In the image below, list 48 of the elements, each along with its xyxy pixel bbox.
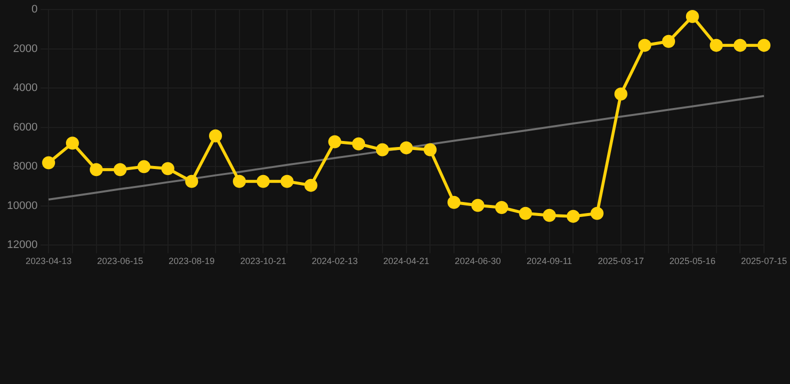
point	[66, 136, 79, 150]
y-tick-label: 10000	[6, 200, 38, 212]
x-tick-label: 2024-06-30	[454, 256, 501, 266]
point	[114, 163, 127, 176]
point	[590, 206, 604, 220]
x-tick-label: 2025-03-17	[598, 256, 644, 266]
point	[519, 206, 532, 220]
x-tick-label: 2025-07-15	[740, 256, 788, 266]
point	[400, 141, 413, 154]
y-tick-label: 0	[31, 4, 38, 16]
point	[161, 162, 174, 176]
point	[90, 163, 103, 176]
x-tick-label: 2023-04-13	[26, 256, 72, 266]
point	[424, 143, 437, 156]
point	[566, 210, 580, 223]
point	[447, 196, 460, 209]
point	[185, 174, 198, 188]
point	[471, 198, 484, 212]
point	[614, 88, 628, 101]
y-tick-label: 12000	[6, 239, 38, 252]
x-tick-label: 2023-10-21	[240, 256, 286, 266]
x-tick-label: 2024-04-21	[383, 256, 430, 266]
y-tick-label: 2000	[13, 42, 38, 55]
point	[376, 143, 389, 156]
point	[662, 34, 676, 48]
point	[256, 174, 270, 188]
point	[757, 38, 770, 52]
x-tick-label: 2023-06-15	[97, 256, 144, 266]
point	[137, 160, 150, 174]
y-tick-label: 4000	[13, 82, 38, 94]
point	[638, 38, 652, 52]
point	[734, 38, 747, 52]
y-tick-label: 6000	[13, 121, 38, 134]
point	[686, 10, 699, 23]
point	[304, 178, 318, 192]
x-tick-label: 2024-09-11	[526, 256, 572, 266]
point	[495, 201, 508, 214]
x-tick-label: 2023-08-19	[168, 256, 215, 266]
point	[280, 174, 294, 188]
point	[232, 174, 246, 188]
point	[710, 38, 723, 52]
y-tick-label: 8000	[13, 160, 38, 173]
point	[328, 135, 342, 148]
x-tick-label: 2025-05-16	[669, 256, 716, 266]
point	[352, 137, 366, 150]
point	[542, 208, 556, 222]
point	[209, 129, 222, 142]
x-tick-label: 2024-02-13	[312, 256, 358, 266]
